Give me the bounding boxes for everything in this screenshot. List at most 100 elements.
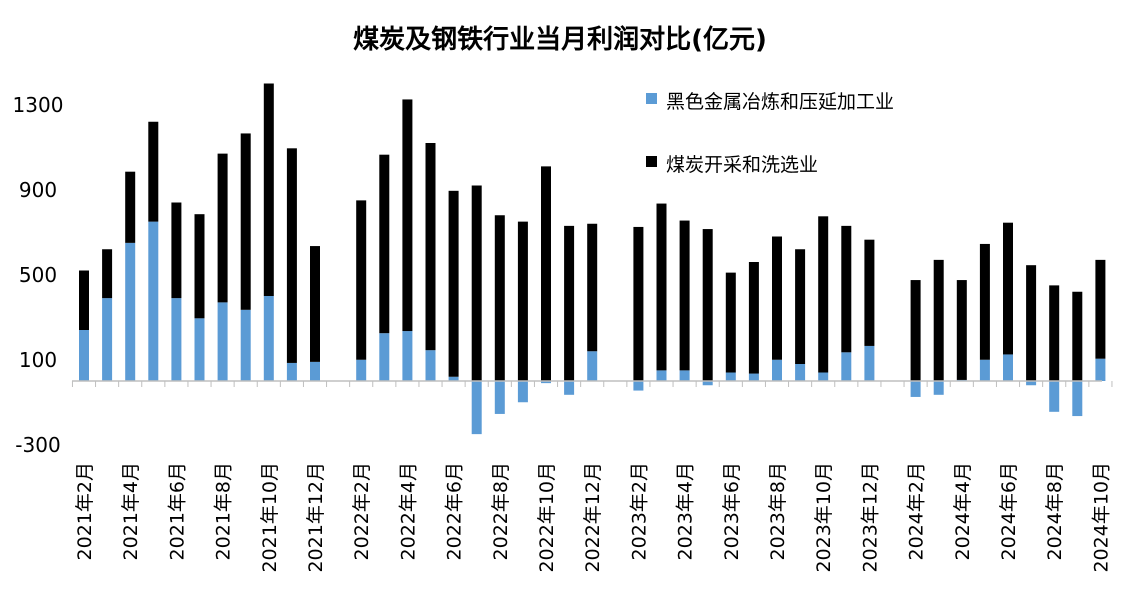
bar-steel-2021年12月 (310, 361, 320, 381)
bar-coal-2021年6月 (171, 202, 182, 299)
x-tick-label: 2021年4月 (120, 462, 142, 560)
axis-layer: -300 100 500 900 1300 2021年2月 2021年4月 2021年6月 20… (13, 93, 1113, 573)
x-tick-label: 2023年10月 (813, 462, 835, 573)
x-tick-label: 2022年2月 (351, 462, 373, 560)
x-tick-label: 2024年10月 (1090, 462, 1112, 573)
bar-coal-2023年9月 (795, 249, 806, 364)
bar-steel-2023年12月 (864, 345, 875, 381)
bar-steel-2023年11月 (841, 352, 852, 381)
y-tick-label: 1300 (13, 93, 64, 117)
x-tick-label: 2021年6月 (166, 462, 188, 560)
bar-steel-2022年3月 (379, 333, 390, 381)
bar-steel-2023年2月 (633, 381, 644, 391)
bar-steel-2022年6月 (448, 376, 459, 381)
bar-coal-2023年2月 (633, 226, 644, 381)
bar-coal-2021年2月 (79, 270, 89, 330)
x-tick-label: 2023年2月 (628, 462, 650, 560)
x-tick-label: 2024年2月 (906, 462, 928, 560)
y-tick-label: -300 (15, 433, 60, 457)
bar-coal-2023年5月 (702, 229, 713, 381)
bar-steel-2021年11月 (286, 362, 297, 381)
bar-coal-2024年9月 (1072, 291, 1083, 381)
bar-coal-2021年7月 (194, 214, 205, 319)
legend-label-1: 煤炭开采和洗选业 (666, 154, 818, 176)
bar-coal-2024年10月 (1095, 259, 1106, 359)
x-tick-label: 2023年6月 (721, 462, 743, 560)
x-tick-label: 2022年8月 (490, 462, 512, 560)
bar-coal-2024年7月 (1026, 265, 1037, 381)
x-tick-label: 2024年6月 (998, 462, 1020, 560)
x-tick-label: 2021年2月 (74, 462, 96, 560)
legend-swatch-1 (646, 156, 657, 167)
y-tick-label: 900 (19, 178, 57, 202)
bar-coal-2022年3月 (379, 154, 390, 334)
bar-steel-2022年12月 (587, 351, 598, 381)
bar-steel-2022年2月 (356, 359, 367, 381)
bar-coal-2021年12月 (310, 246, 320, 362)
bar-steel-2023年6月 (725, 372, 736, 381)
x-tick-label: 2024年8月 (1044, 462, 1066, 560)
x-tick-label: 2024年4月 (952, 462, 974, 560)
x-tick-label: 2023年12月 (859, 462, 881, 573)
bar-steel-2024年2月 (910, 381, 921, 397)
bar-steel-2024年7月 (1026, 381, 1037, 386)
bar-coal-2023年7月 (748, 262, 759, 374)
bar-coal-2021年10月 (263, 83, 274, 296)
bar-coal-2023年3月 (656, 203, 667, 371)
x-tick-label: 2021年10月 (259, 462, 281, 573)
bar-coal-2023年11月 (841, 225, 852, 353)
y-tick-label: 100 (19, 348, 57, 372)
bar-steel-2024年9月 (1072, 381, 1083, 417)
bar-coal-2023年12月 (864, 239, 875, 346)
bar-coal-2021年3月 (102, 249, 113, 299)
bar-coal-2022年7月 (471, 185, 482, 381)
bar-steel-2021年10月 (263, 296, 274, 381)
bar-steel-2022年5月 (425, 350, 436, 381)
x-tick-label: 2021年12月 (305, 462, 327, 573)
bar-coal-2024年6月 (1003, 222, 1013, 355)
bar-steel-2023年5月 (702, 381, 713, 386)
bar-coal-2022年4月 (402, 99, 413, 332)
bar-coal-2021年9月 (240, 133, 251, 310)
x-tick-label: 2022年12月 (582, 462, 604, 573)
bar-coal-2022年5月 (425, 143, 436, 351)
bar-coal-2021年11月 (286, 148, 297, 363)
bar-steel-2024年8月 (1049, 381, 1060, 412)
bar-coal-2023年10月 (818, 216, 829, 373)
bar-coal-2021年8月 (217, 153, 228, 303)
bar-steel-2022年9月 (517, 381, 528, 403)
x-tick-label: 2023年8月 (767, 462, 789, 560)
bar-steel-2021年2月 (79, 330, 89, 381)
x-tick-label: 2022年4月 (397, 462, 419, 560)
bar-steel-2021年6月 (171, 298, 182, 381)
chart-title: 煤炭及钢铁行业当月利润对比(亿元) (353, 24, 767, 55)
bar-coal-2024年2月 (910, 280, 921, 381)
bar-steel-2024年6月 (1003, 354, 1013, 381)
bar-steel-2023年7月 (748, 373, 759, 381)
bar-coal-2024年4月 (956, 280, 967, 380)
bar-steel-2021年3月 (102, 298, 113, 381)
bar-steel-2022年10月 (541, 381, 551, 384)
bar-steel-2021年5月 (148, 221, 159, 381)
bar-steel-2022年4月 (402, 331, 413, 381)
bar-steel-2024年10月 (1095, 358, 1106, 381)
bar-steel-2023年10月 (818, 372, 829, 381)
bar-coal-2021年4月 (125, 171, 136, 243)
x-tick-label: 2023年4月 (675, 462, 697, 560)
bars-layer (79, 83, 1106, 435)
bar-steel-2021年8月 (217, 302, 228, 381)
bar-steel-2023年4月 (679, 370, 690, 381)
bar-steel-2022年7月 (471, 381, 482, 435)
bar-coal-2024年8月 (1049, 285, 1060, 381)
x-tick-label: 2021年8月 (213, 462, 235, 560)
bar-steel-2023年8月 (772, 359, 782, 381)
y-tick-label: 500 (19, 263, 57, 287)
x-tick-label: 2022年6月 (444, 462, 466, 560)
bar-steel-2024年3月 (933, 381, 944, 395)
bar-coal-2022年9月 (517, 221, 528, 381)
bar-coal-2022年12月 (587, 223, 598, 352)
bar-steel-2022年8月 (494, 381, 505, 414)
bar-coal-2024年5月 (979, 243, 990, 360)
bar-steel-2021年4月 (125, 242, 136, 381)
